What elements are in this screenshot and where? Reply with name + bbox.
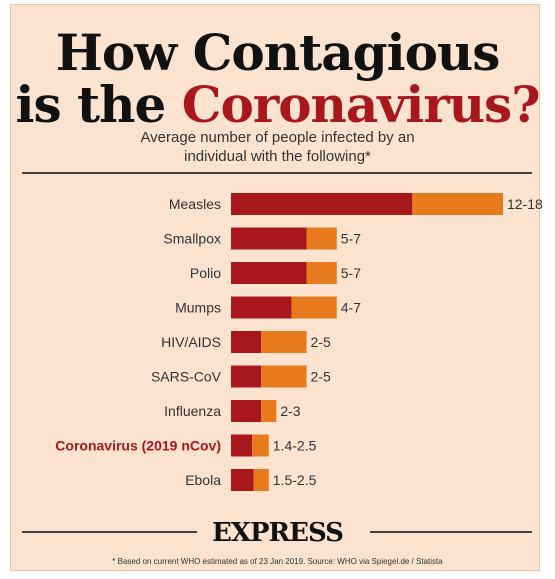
bar-high-segment: [253, 469, 269, 491]
bar-low-segment: [231, 227, 307, 250]
bar-high-segment: [261, 365, 307, 388]
bar-high-segment: [291, 296, 337, 319]
bar-low-segment: [231, 262, 307, 284]
value-label: 2-5: [311, 369, 331, 385]
footer-rule-right: [370, 531, 532, 533]
category-label: Polio: [190, 265, 221, 281]
bar-high-segment: [252, 434, 269, 457]
brand-logo: EXPRESS: [212, 518, 344, 548]
value-label: 1.4-2.5: [273, 438, 317, 454]
title-line-1: How Contagious: [55, 23, 501, 82]
value-label: 2-3: [280, 403, 300, 419]
bar-low-segment: [231, 331, 262, 353]
category-label: Coronavirus (2019 nCov): [55, 438, 221, 454]
category-label: Smallpox: [163, 231, 221, 247]
value-label: 4-7: [341, 300, 361, 316]
bar-low-segment: [231, 296, 292, 319]
value-label: 2-5: [311, 334, 331, 350]
bar-low-segment: [231, 434, 253, 457]
bar-high-segment: [306, 262, 337, 284]
title-line-2-accent: Coronavirus?: [181, 75, 541, 134]
category-label: Mumps: [175, 300, 221, 316]
value-label: 5-7: [341, 231, 361, 247]
value-label: 12-18: [507, 196, 543, 212]
subtitle-line-2: individual with the following*: [184, 148, 371, 165]
bar-low-segment: [231, 400, 262, 422]
category-label: HIV/AIDS: [161, 334, 221, 350]
footer-rule-left: [22, 531, 197, 533]
title-line-2-prefix: is the: [15, 75, 182, 134]
infographic-frame: [10, 4, 540, 571]
subtitle: Average number of people infected by an …: [0, 128, 555, 166]
bar-low-segment: [231, 469, 254, 491]
bar-low-segment: [231, 193, 413, 215]
category-label: Measles: [169, 196, 221, 212]
bar-high-segment: [306, 227, 337, 250]
category-label: Ebola: [185, 472, 221, 488]
header-divider: [22, 172, 532, 174]
title-line-2: is the Coronavirus?: [0, 80, 555, 130]
bar-low-segment: [231, 365, 262, 388]
footnote: * Based on current WHO estimated as of 2…: [112, 557, 443, 566]
bar-high-segment: [261, 331, 307, 353]
category-label: Influenza: [164, 403, 221, 419]
bar-high-segment: [412, 193, 503, 215]
value-label: 5-7: [341, 265, 361, 281]
value-label: 1.5-2.5: [273, 472, 317, 488]
category-label: SARS-CoV: [151, 369, 222, 385]
subtitle-line-1: Average number of people infected by an: [140, 129, 415, 146]
bar-high-segment: [261, 400, 277, 422]
